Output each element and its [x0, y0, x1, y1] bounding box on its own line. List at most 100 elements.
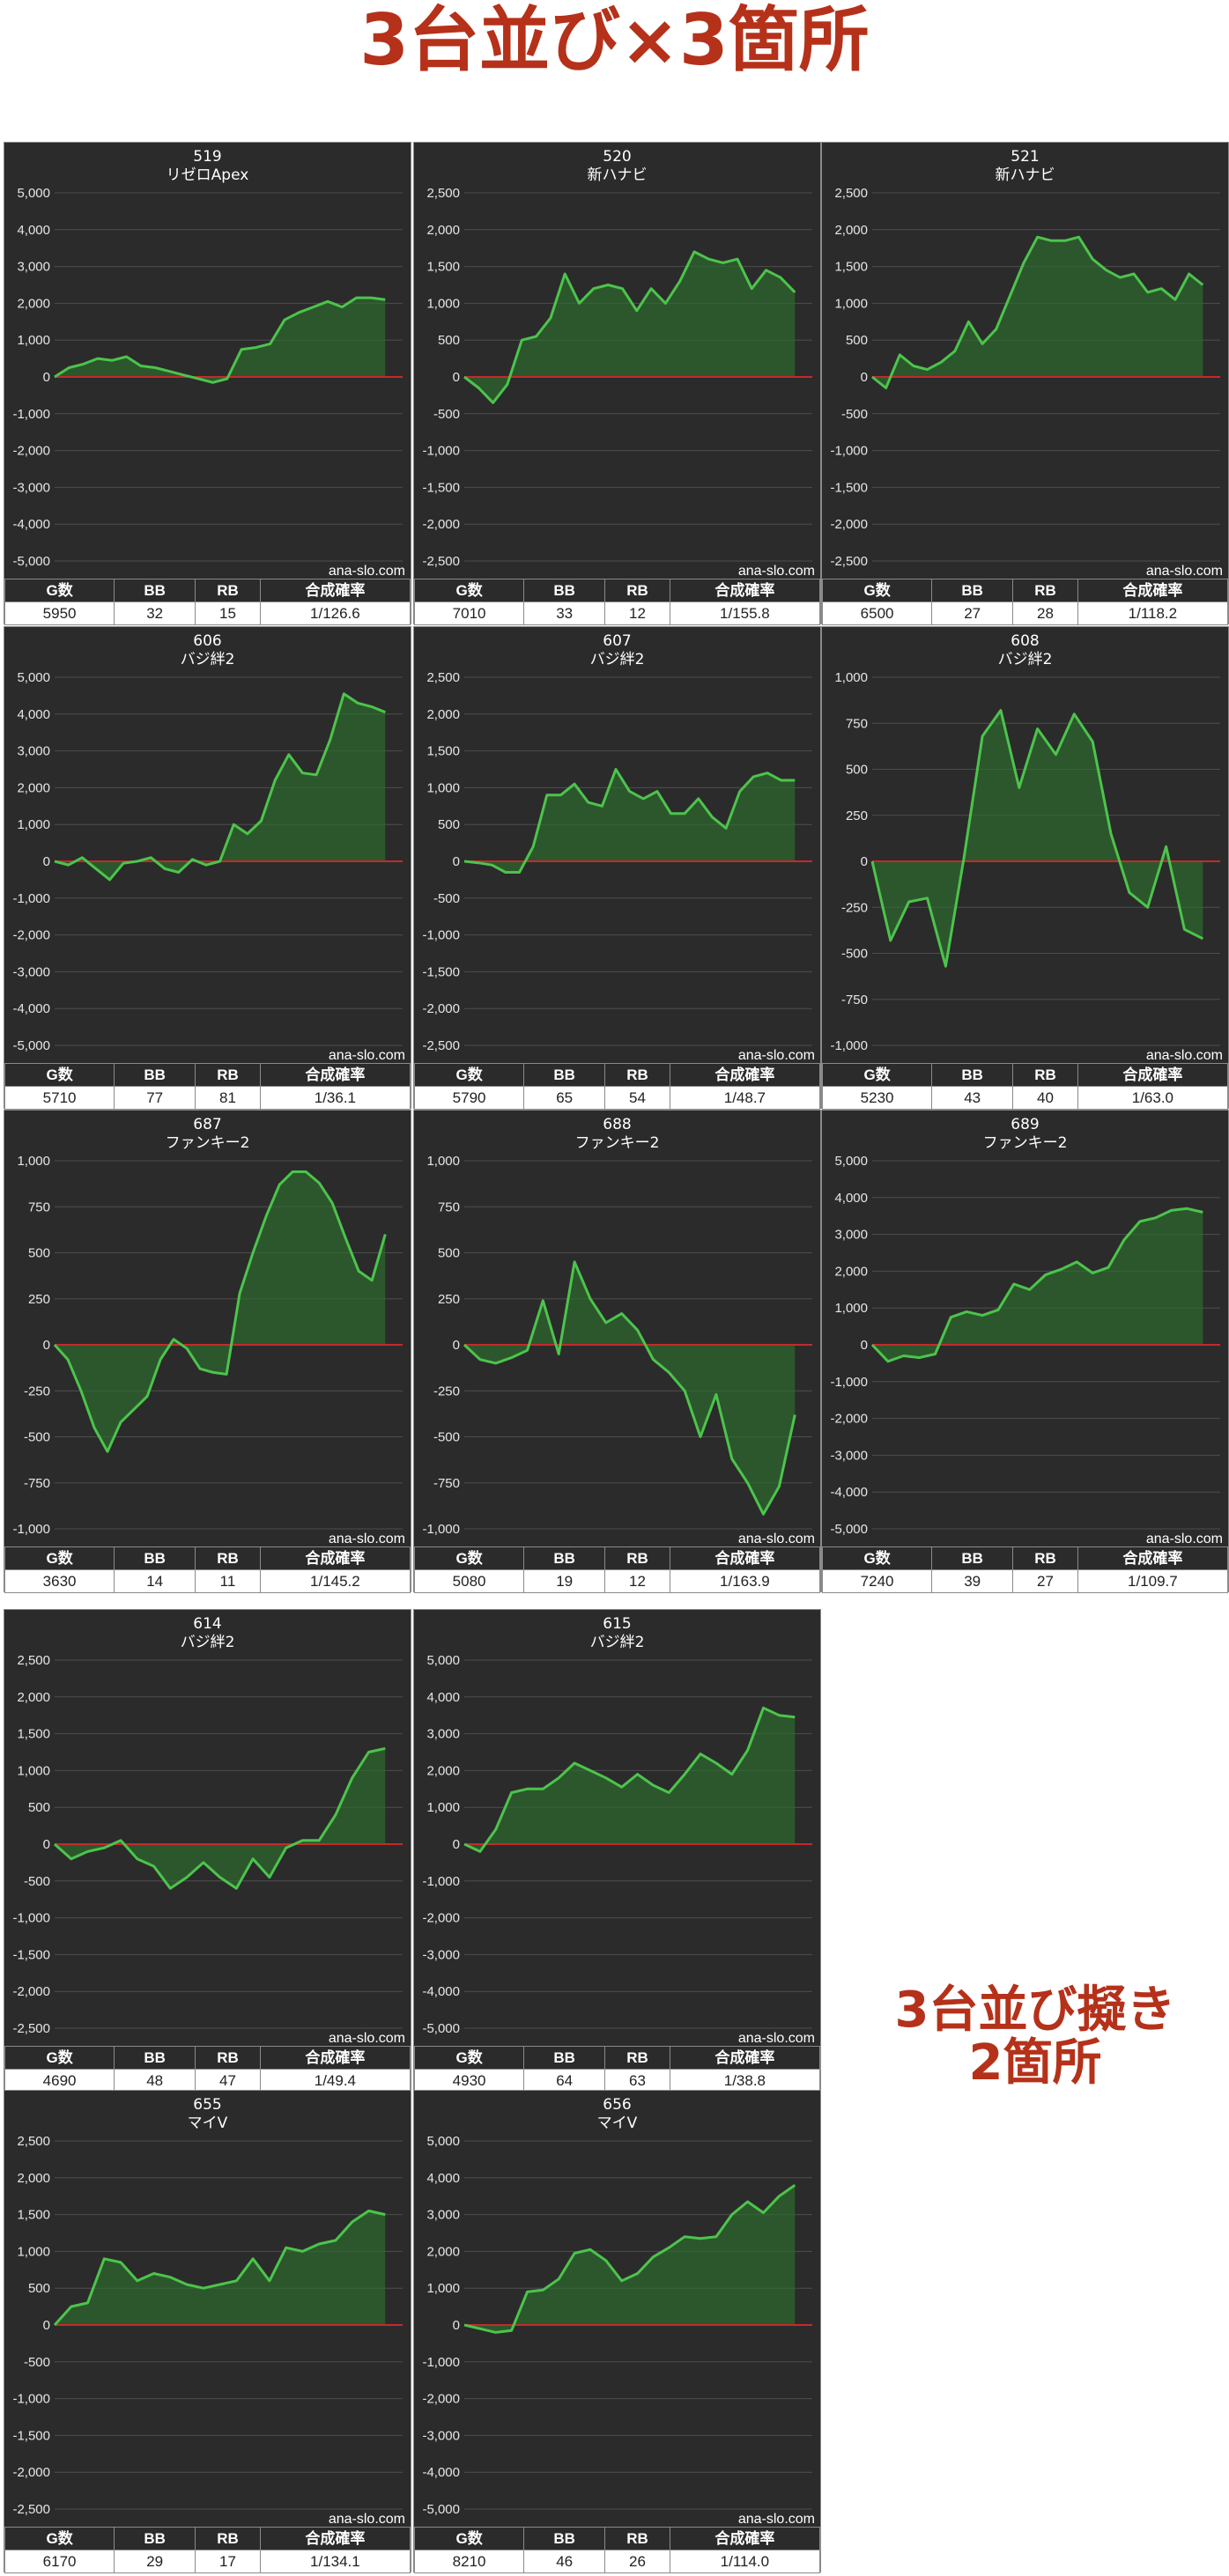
stats-header-cell: RB: [195, 579, 261, 602]
stats-header-cell: BB: [114, 1546, 196, 1570]
stats-table: G数 BB RB 合成確率 8210 46 26 1/114.0: [413, 2527, 821, 2573]
machine-number: 519: [193, 148, 221, 166]
machine-number: 614: [193, 1615, 221, 1633]
stats-header-cell: 合成確率: [669, 1063, 821, 1087]
chart-svg: 5,000 4,000 3,000 2,000 1,000 0 -1,000 -2,000 -3…: [422, 2096, 815, 2527]
stats-value-cell: 43: [931, 1086, 1014, 1110]
y-tick-label: 2,000: [834, 223, 868, 238]
y-tick-label: -4,000: [12, 1001, 50, 1016]
series-line: [53, 2209, 386, 2327]
stats-header-cell: RB: [1012, 1063, 1078, 1087]
stats-header-cell: RB: [604, 1063, 670, 1087]
y-tick-label: 1,500: [834, 260, 868, 275]
y-tick-label: -1,000: [12, 407, 50, 422]
stats-header-cell: BB: [114, 2527, 196, 2550]
series-area: [872, 1208, 1203, 1362]
stats-header-cell: G数: [413, 1063, 525, 1087]
stats-header-cell: BB: [931, 1063, 1014, 1087]
stats-value-cell: 11: [195, 1569, 261, 1593]
stats-header-cell: RB: [195, 1546, 261, 1570]
y-tick-label: 5,000: [17, 186, 50, 201]
y-tick-label: 2,000: [17, 2171, 50, 2186]
stats-value-cell: 15: [195, 602, 261, 625]
machine-model: バジ絆2: [590, 1634, 645, 1651]
stats-value-cell: 54: [604, 1086, 670, 1110]
machine-chart-panel: 5,000 4,000 3,000 2,000 1,000 0 -1,000 -2,000 -3…: [413, 1609, 821, 2093]
y-tick-label: -1,000: [12, 1911, 50, 1926]
y-tick-label: -1,000: [830, 1375, 868, 1390]
y-tick-label: -2,500: [12, 2021, 50, 2036]
y-tick-label: 2,500: [426, 670, 460, 685]
stats-header-cell: RB: [1012, 1546, 1078, 1570]
y-tick-label: 4,000: [17, 223, 50, 238]
stats-value-cell: 39: [931, 1569, 1014, 1593]
machine-model: リゼロApex: [167, 166, 249, 184]
stats-value-cell: 64: [523, 2069, 606, 2093]
y-tick-label: -2,000: [422, 517, 460, 532]
stats-value-cell: 1/49.4: [259, 2069, 411, 2093]
chart-svg: 1,000 750 500 250 0 -250 -500 -750 -1,000 687ファンキ…: [12, 1116, 405, 1546]
stats-table: G数 BB RB 合成確率 4930 64 63 1/38.8: [413, 2046, 821, 2093]
machine-chart-panel: 1,000 750 500 250 0 -250 -500 -750 -1,000 608 バジ絆2…: [821, 626, 1229, 1110]
stats-value-cell: 46: [523, 2550, 606, 2573]
machine-number: 655: [193, 2096, 221, 2114]
stats-value-cell: 3630: [4, 1569, 115, 1593]
series-line: [463, 250, 796, 404]
machine-model: バジ絆2: [590, 651, 645, 668]
stats-value-cell: 1/134.1: [259, 2550, 411, 2573]
y-tick-label: 2,000: [17, 296, 50, 311]
y-tick-label: 1,500: [17, 1727, 50, 1742]
machine-model: 新ハナビ: [996, 166, 1055, 184]
series-line: [463, 1706, 796, 1853]
series-line: [463, 2183, 796, 2334]
y-tick-label: -1,500: [422, 480, 460, 495]
y-tick-label: 4,000: [17, 707, 50, 722]
series-area: [872, 710, 1203, 967]
stats-table: G数 BB RB 合成確率 5080 19 12 1/163.9: [413, 1546, 821, 1593]
y-tick-label: 500: [438, 817, 460, 832]
y-tick-label: -500: [841, 947, 868, 962]
chart-svg: 2,500 2,000 1,500 1,000 500 0 -500 -1,000 -1,500…: [422, 148, 815, 579]
y-tick-label: 500: [846, 333, 868, 348]
y-tick-label: 2,000: [426, 707, 460, 722]
stats-table: G数 BB RB 合成確率 5950 32 15 1/126.6: [4, 579, 411, 625]
y-tick-label: 3,000: [834, 1228, 868, 1243]
stats-value-cell: 7240: [821, 1569, 933, 1593]
y-tick-label: -3,000: [12, 480, 50, 495]
y-tick-label: -2,500: [422, 1038, 460, 1053]
series-line: [463, 1260, 796, 1516]
chart-svg: 5,000 4,000 3,000 2,000 1,000 0 -1,000 -2,000 -3…: [422, 1615, 815, 2046]
y-tick-label: -5,000: [12, 1038, 50, 1053]
stats-header-cell: RB: [195, 2527, 261, 2550]
chart-svg: 2,500 2,000 1,500 1,000 500 0 -500 -1,000 -1,500…: [12, 1615, 405, 2046]
y-tick-label: 3,000: [17, 260, 50, 275]
stats-value-cell: 1/48.7: [669, 1086, 821, 1110]
y-tick-label: 0: [453, 854, 460, 869]
watermark: ana-slo.com: [738, 2512, 815, 2527]
machine-chart-panel: 2,500 2,000 1,500 1,000 500 0 -500 -1,000 -1,500…: [413, 626, 821, 1110]
stats-header-cell: RB: [604, 2046, 670, 2070]
machine-number: 607: [603, 632, 631, 650]
watermark: ana-slo.com: [738, 1048, 815, 1063]
y-tick-label: -750: [24, 1476, 50, 1491]
stats-value-cell: 12: [604, 602, 670, 625]
machine-number: 521: [1011, 148, 1039, 166]
stats-header-cell: BB: [114, 579, 196, 602]
y-tick-label: -1,500: [830, 480, 868, 495]
stats-header-cell: G数: [4, 2527, 115, 2550]
stats-header-cell: G数: [4, 2046, 115, 2070]
stats-value-cell: 5950: [4, 602, 115, 625]
stats-value-cell: 5080: [413, 1569, 525, 1593]
watermark: ana-slo.com: [738, 564, 815, 579]
machine-model: ファンキー2: [166, 1134, 250, 1152]
stats-header-cell: BB: [114, 1063, 196, 1087]
stats-value-cell: 1/36.1: [259, 1086, 411, 1110]
y-tick-label: 2,000: [834, 1264, 868, 1279]
y-tick-label: 500: [846, 763, 868, 778]
watermark: ana-slo.com: [329, 2512, 405, 2527]
y-tick-label: 1,000: [17, 1154, 50, 1169]
stats-header-cell: RB: [604, 579, 670, 602]
stats-header-cell: BB: [523, 2527, 606, 2550]
stats-table: G数 BB RB 合成確率 5710 77 81 1/36.1: [4, 1063, 411, 1110]
machine-model: マイV: [597, 2115, 638, 2132]
